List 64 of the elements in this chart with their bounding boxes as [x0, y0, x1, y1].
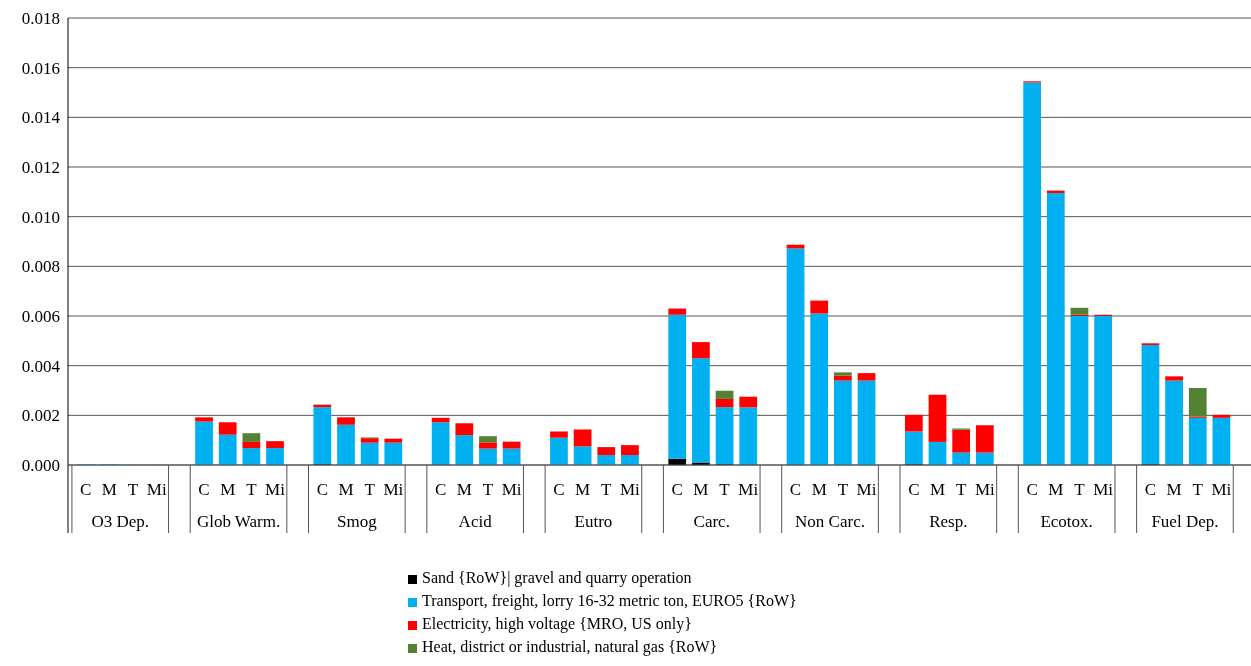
y-tick-label: 0.006 [21, 306, 60, 326]
legend-label: Transport, freight, lorry 16-32 metric ton, EURO5 {RoW} [422, 592, 797, 610]
text: Glob Warm. [196, 512, 281, 531]
y-tick-label: 0.002 [21, 406, 60, 426]
x-tick-label: M [693, 480, 709, 499]
x-tick-label: C [198, 480, 210, 499]
text: Non Carc. [795, 512, 865, 531]
x-tick-label: M [101, 480, 117, 499]
x-tick-label: M [575, 480, 591, 499]
text: Acid [458, 512, 493, 531]
y-tick-label: 0.018 [21, 8, 60, 28]
text: Resp. [929, 512, 968, 531]
x-tick-label: C [553, 480, 565, 499]
x-tick-label: C [1144, 480, 1157, 499]
x-tick-label: Mi [265, 480, 286, 499]
x-tick-label: Mi [974, 480, 996, 499]
x-tick-label: Mi [1093, 480, 1114, 499]
x-tick-label: Mi [146, 480, 167, 499]
x-tick-label: T [837, 480, 849, 499]
x-tick-label: T [246, 480, 258, 499]
x-tick-label: Mi [501, 480, 522, 499]
y-tick-label: 0.000 [21, 455, 60, 475]
x-tick-label: T [364, 480, 376, 499]
legend-label: Electricity, high voltage {MRO, US only} [422, 615, 692, 633]
legend-label: Sand {RoW}| gravel and quarry operation [422, 569, 692, 587]
x-tick-label: C [434, 480, 447, 499]
x-tick-label: M [456, 480, 472, 499]
x-tick-label: Mi [620, 480, 641, 499]
x-tick-label: T [1074, 480, 1086, 499]
legend-label: Heat, district or industrial, natural gas {RoW} [422, 638, 718, 656]
text: O3 Dep. [91, 512, 150, 531]
x-tick-label: Mi [383, 480, 404, 499]
x-tick-label: Mi [1211, 480, 1232, 499]
x-tick-label: M [338, 480, 354, 499]
x-tick-label: T [719, 480, 731, 499]
x-tick-label: M [1166, 480, 1182, 499]
text: Carc. [693, 512, 730, 531]
x-tick-label: M [1048, 480, 1064, 499]
y-tick-label: 0.012 [21, 157, 60, 177]
y-tick-label: 0.008 [21, 257, 60, 277]
x-tick-label: T [127, 480, 139, 499]
text: Smog [336, 512, 378, 531]
x-tick-label: C [908, 480, 920, 499]
x-tick-label: Mi [738, 480, 759, 499]
x-tick-label: M [811, 480, 827, 499]
x-tick-label: T [955, 480, 967, 499]
text: Eutro [574, 512, 613, 531]
y-tick-label: 0.014 [21, 108, 61, 128]
x-tick-label: C [789, 480, 802, 499]
x-tick-label: T [601, 480, 613, 499]
y-tick-label: 0.004 [21, 356, 61, 376]
x-tick-label: T [1192, 480, 1204, 499]
x-tick-label: T [482, 480, 494, 499]
x-tick-label: C [316, 480, 329, 499]
x-tick-label: C [80, 480, 92, 499]
y-tick-label: 0.016 [21, 58, 60, 78]
y-tick-label: 0.010 [21, 207, 60, 227]
x-tick-label: Mi [856, 480, 877, 499]
x-tick-label: M [220, 480, 236, 499]
text: Fuel Dep. [1151, 512, 1219, 531]
x-tick-label: C [1026, 480, 1038, 499]
x-tick-label: M [929, 480, 946, 499]
text: Ecotox. [1040, 512, 1093, 531]
x-tick-label: C [671, 480, 683, 499]
